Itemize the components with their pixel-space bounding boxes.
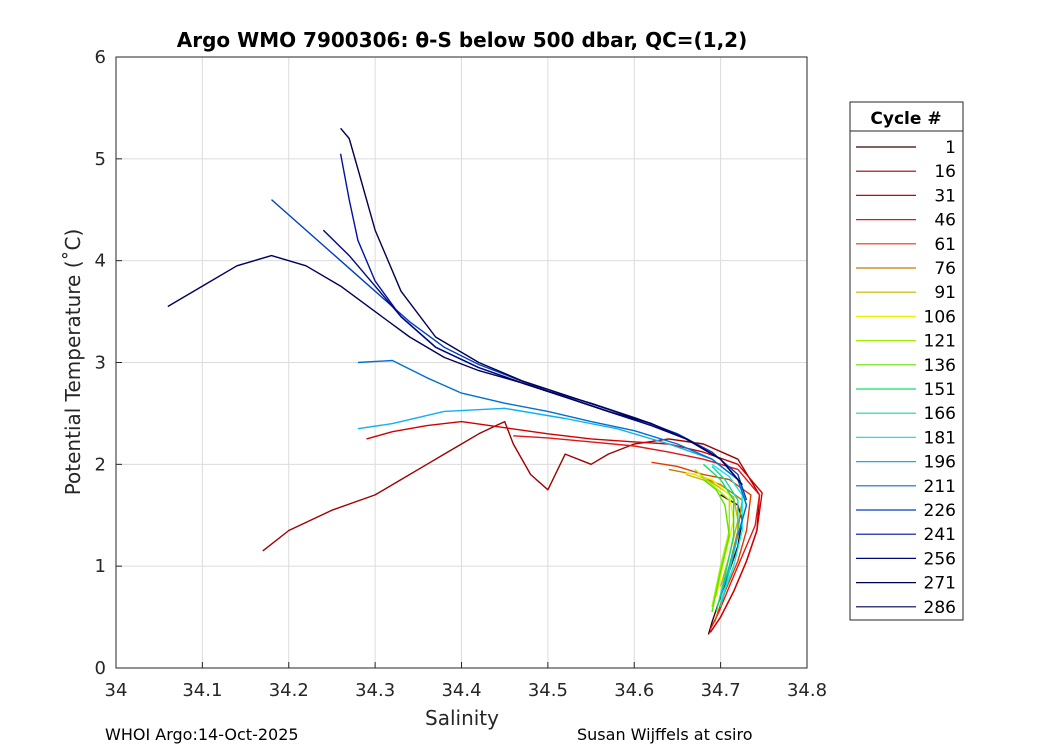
footer-source: WHOI Argo:14-Oct-2025 [105,725,299,744]
legend-label: 106 [924,307,956,327]
y-tick-label: 6 [95,47,106,68]
legend-label: 91 [934,283,956,303]
x-tick-label: 34.1 [182,680,222,701]
y-tick-label: 0 [95,658,106,679]
y-axis-label: Potential Temperature (˚C) [61,229,85,496]
series-line-cycle-1 [707,494,743,635]
x-axis-label: Salinity [425,706,499,730]
x-tick-label: 34.4 [441,680,481,701]
x-tick-label: 34.6 [614,680,654,701]
data-series [167,127,763,635]
series-line-cycle-106 [685,471,735,597]
legend-entries: 1 16 31 46 61 76 91 106 121 136 151 166 181 196 211 226… [856,138,956,618]
legend-label: 196 [924,453,956,473]
x-tick-label: 34.3 [355,680,395,701]
legend-label: 166 [924,404,956,424]
legend-label: 211 [924,477,956,497]
legend-label: 16 [934,162,956,182]
legend-label: 61 [934,235,956,255]
series-line-cycle-136 [702,479,730,613]
chart-title: Argo WMO 7900306: θ-S below 500 dbar, QC… [177,28,747,52]
series-line-cycle-166 [711,465,739,608]
x-axis: 34 34.1 34.2 34.3 34.4 34.5 34.6 34.7 34.8 [105,662,827,701]
legend-label: 31 [934,186,956,206]
legend-label: 1 [945,138,956,158]
y-axis: 0 1 2 3 4 5 6 [95,47,122,679]
series-line-cycle-61 [651,461,752,623]
x-tick-label: 34.8 [787,680,827,701]
y-tick-label: 2 [95,454,106,475]
x-tick-label: 34 [105,680,128,701]
legend-label: 76 [934,259,956,279]
legend-label: 136 [924,356,956,376]
series-line-cycle-181 [711,463,743,603]
series-line-cycle-46 [513,435,761,630]
series-line-cycle-121 [694,468,730,608]
x-tick-label: 34.5 [528,680,568,701]
footer-credit: Susan Wijffels at csiro [577,725,753,744]
legend-label: 226 [924,501,956,521]
x-tick-label: 34.2 [269,680,309,701]
legend-label: 151 [924,380,956,400]
y-tick-label: 5 [95,149,106,170]
y-tick-label: 1 [95,556,106,577]
y-tick-label: 4 [95,251,106,272]
series-line-cycle-286 [167,254,739,481]
y-tick-label: 3 [95,353,106,374]
legend-label: 241 [924,525,956,545]
legend: Cycle # 11631466176911061211361511661811… [849,101,964,621]
legend-label: 181 [924,428,956,448]
legend-label: 46 [934,211,956,231]
legend-label: 256 [924,549,956,569]
series-line-cycle-151 [702,463,735,613]
legend-title: Cycle # [870,109,941,129]
series-line-cycle-16 [262,420,761,633]
legend-label: 286 [924,598,956,618]
legend-label: 121 [924,332,956,352]
legend-label: 271 [924,574,956,594]
x-tick-label: 34.7 [701,680,741,701]
